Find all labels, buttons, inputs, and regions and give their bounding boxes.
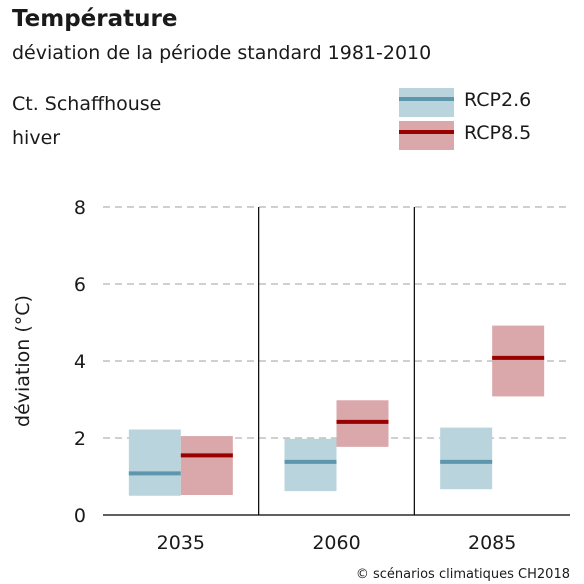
box-rcp26-2060 xyxy=(284,438,337,492)
legend-line-rcp26 xyxy=(399,97,454,101)
chart-title: Température xyxy=(12,6,178,32)
y-tick-label-6: 6 xyxy=(74,274,86,296)
box-rcp26-2035 xyxy=(128,429,181,496)
y-tick-label-0: 0 xyxy=(74,505,86,527)
legend-item-rcp85: RCP8.5 xyxy=(399,118,559,152)
box-rcp85-2035 xyxy=(180,436,233,495)
legend-label-rcp26: RCP2.6 xyxy=(464,89,532,111)
legend-item-rcp26: RCP2.6 xyxy=(399,85,559,119)
y-tick-label-8: 8 xyxy=(74,197,86,219)
credit-text: © scénarios climatiques CH2018 xyxy=(355,567,570,582)
season-label: hiver xyxy=(12,127,61,149)
x-tick-label-2035: 2035 xyxy=(157,532,205,554)
y-axis-title: déviation (°C) xyxy=(12,295,34,427)
x-tick-label-2085: 2085 xyxy=(468,532,516,554)
chart-subtitle: déviation de la période standard 1981-20… xyxy=(12,42,432,64)
legend-swatch-rcp85 xyxy=(399,121,454,150)
legend-swatch-rcp26 xyxy=(399,88,454,117)
box-rcp85-2085 xyxy=(492,325,545,397)
box-rcp26-2085 xyxy=(440,427,493,490)
region-label: Ct. Schaffhouse xyxy=(12,93,162,115)
legend-label-rcp85: RCP8.5 xyxy=(464,122,532,144)
legend-line-rcp85 xyxy=(399,130,454,134)
y-tick-label-4: 4 xyxy=(74,351,86,373)
y-tick-label-2: 2 xyxy=(74,428,86,450)
x-tick-label-2060: 2060 xyxy=(312,532,360,554)
